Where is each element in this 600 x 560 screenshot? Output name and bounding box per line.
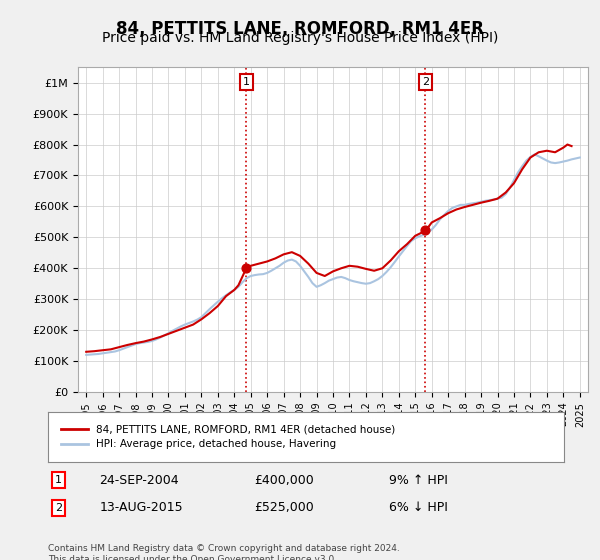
Text: 2: 2 (55, 503, 62, 513)
Text: 6% ↓ HPI: 6% ↓ HPI (389, 501, 448, 515)
Text: Contains HM Land Registry data © Crown copyright and database right 2024.
This d: Contains HM Land Registry data © Crown c… (48, 544, 400, 560)
Text: 1: 1 (55, 475, 62, 485)
Text: 1: 1 (243, 77, 250, 87)
Text: 24-SEP-2004: 24-SEP-2004 (100, 474, 179, 487)
Text: Price paid vs. HM Land Registry's House Price Index (HPI): Price paid vs. HM Land Registry's House … (102, 31, 498, 45)
Text: £400,000: £400,000 (254, 474, 314, 487)
Text: 2: 2 (422, 77, 429, 87)
Text: £525,000: £525,000 (254, 501, 314, 515)
Text: 13-AUG-2015: 13-AUG-2015 (100, 501, 183, 515)
Point (421, 225, 430, 234)
Text: 9% ↑ HPI: 9% ↑ HPI (389, 474, 448, 487)
Point (241, 264, 251, 273)
Legend: 84, PETTITS LANE, ROMFORD, RM1 4ER (detached house), HPI: Average price, detache: 84, PETTITS LANE, ROMFORD, RM1 4ER (deta… (58, 421, 398, 452)
Text: 84, PETTITS LANE, ROMFORD, RM1 4ER: 84, PETTITS LANE, ROMFORD, RM1 4ER (116, 20, 484, 38)
